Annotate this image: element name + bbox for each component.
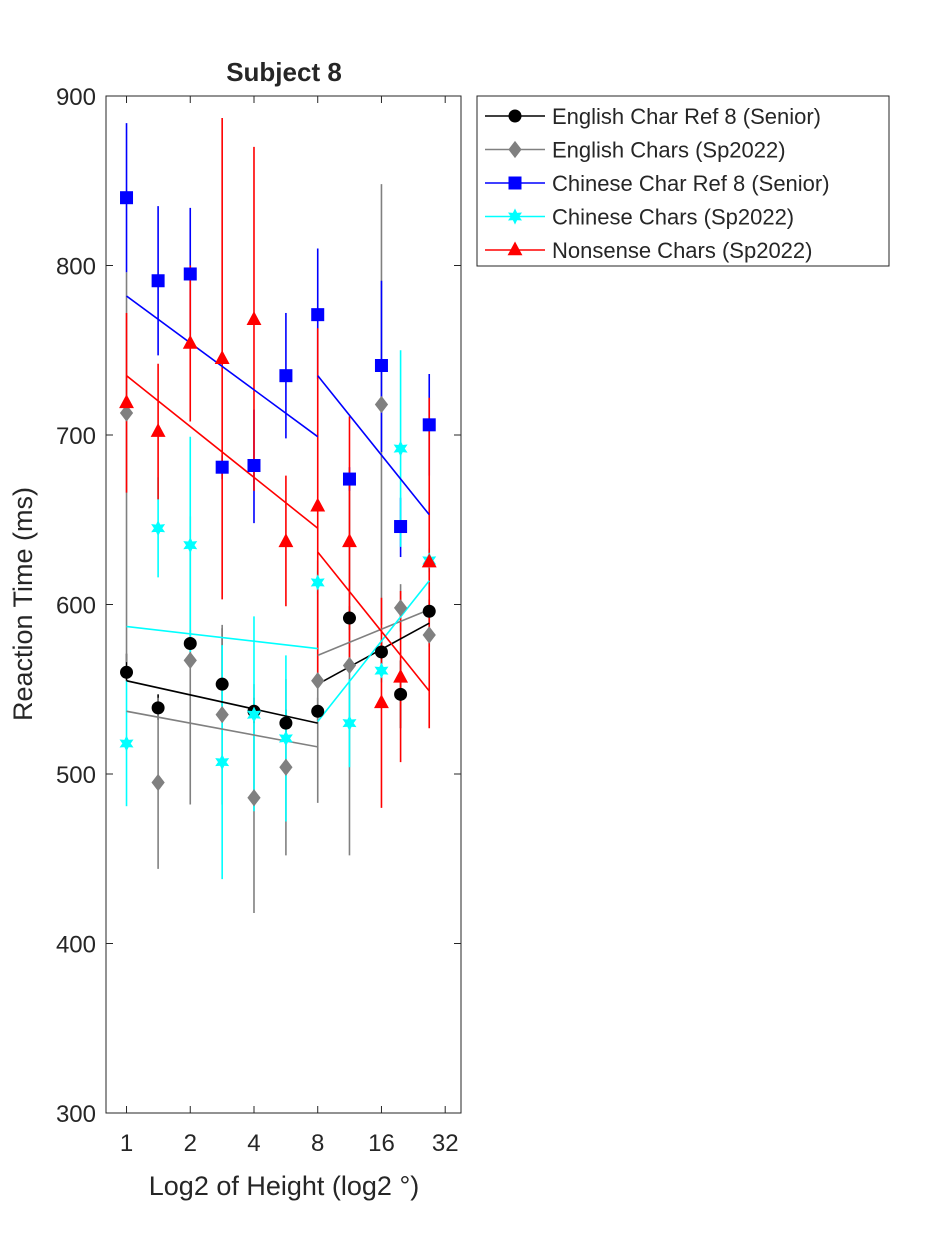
chinese-chars-sp2022-point-7: [310, 574, 325, 591]
y-tick-label-300: 300: [56, 1101, 96, 1128]
chinese-char-ref-8-senior-point-8: [342, 472, 356, 486]
chinese-char-ref-8-senior-point-4: [215, 460, 229, 474]
chinese-chars-sp2022-point-6: [278, 730, 293, 747]
chinese-chars-sp2022-point-3: [183, 537, 198, 554]
chinese-chars-sp2022-point-2: [151, 520, 166, 537]
english-chars-sp2022-point-1: [119, 404, 134, 422]
legend-marker-english-char-ref-8-senior: [508, 109, 522, 123]
nonsense-chars-sp2022-point-10: [393, 668, 409, 683]
chinese-char-ref-8-senior-fit-line-1: [126, 295, 319, 438]
chinese-char-ref-8-senior-point-9: [374, 359, 388, 373]
english-char-ref-8-senior-point-6: [279, 716, 293, 730]
english-char-ref-8-senior-point-4: [215, 677, 229, 691]
nonsense-chars-sp2022-point-3: [182, 334, 198, 349]
legend-label-chinese-char-ref-8-senior: Chinese Char Ref 8 (Senior): [552, 171, 830, 196]
english-char-ref-8-senior-fit-line-1: [126, 679, 318, 724]
x-tick-label-2: 2: [184, 1130, 197, 1157]
nonsense-chars-sp2022-point-4: [214, 350, 230, 365]
english-char-ref-8-senior-point-10: [394, 687, 408, 701]
x-axis-label: Log2 of Height (log2 °): [149, 1171, 419, 1201]
english-chars-sp2022-point-8: [342, 656, 357, 675]
chinese-char-ref-8-senior-fit-line-2: [317, 375, 430, 516]
legend-marker-chinese-chars-sp2022: [508, 208, 522, 225]
english-chars-sp2022-point-4: [215, 706, 229, 724]
chart-title: Subject 8: [226, 57, 342, 87]
chinese-char-ref-8-senior-point-10: [394, 520, 408, 534]
english-char-ref-8-senior-fit-line-2: [317, 622, 430, 685]
nonsense-chars-sp2022-fit-line-2: [317, 551, 430, 692]
english-chars-sp2022-point-9: [374, 395, 389, 414]
chinese-char-ref-8-senior-point-7: [311, 308, 325, 322]
english-chars-sp2022-point-6: [279, 758, 293, 776]
chinese-chars-sp2022-point-8: [342, 715, 357, 732]
english-char-ref-8-senior-point-8: [342, 611, 356, 625]
x-tick-label-1: 1: [120, 1130, 133, 1157]
english-chars-sp2022-point-2: [151, 773, 165, 792]
y-tick-label-500: 500: [56, 762, 96, 789]
nonsense-chars-sp2022-fit-line-1: [126, 375, 319, 529]
chinese-chars-sp2022-point-4: [215, 754, 230, 771]
nonsense-chars-sp2022-point-6: [278, 533, 294, 548]
x-tick-label-32: 32: [432, 1130, 459, 1157]
chinese-chars-sp2022-fit-line-2: [317, 580, 430, 722]
legend-marker-english-chars-sp2022: [508, 140, 522, 159]
legend-marker-chinese-char-ref-8-senior: [508, 176, 522, 190]
plot-area: [106, 96, 461, 1113]
nonsense-chars-sp2022-point-1: [119, 394, 134, 409]
chinese-char-ref-8-senior-point-11: [422, 418, 436, 432]
legend-label-english-char-ref-8-senior: English Char Ref 8 (Senior): [552, 104, 821, 129]
legend-box: [476, 95, 890, 267]
english-char-ref-8-senior-point-9: [374, 645, 388, 659]
english-chars-sp2022-fit-line-2: [317, 608, 430, 657]
chinese-chars-sp2022-point-1: [119, 735, 134, 752]
english-char-ref-8-senior-point-3: [183, 636, 197, 650]
x-tick-label-4: 4: [247, 1130, 260, 1157]
chinese-chars-sp2022-point-10: [393, 440, 408, 457]
legend-label-english-chars-sp2022: English Chars (Sp2022): [552, 138, 786, 163]
y-tick-label-900: 900: [56, 84, 96, 111]
english-chars-sp2022-point-7: [311, 672, 325, 690]
legend-label-chinese-chars-sp2022: Chinese Chars (Sp2022): [552, 205, 794, 230]
english-char-ref-8-senior-point-2: [151, 701, 165, 715]
y-axis-label: Reaction Time (ms): [8, 487, 38, 721]
chinese-char-ref-8-senior-point-6: [279, 369, 293, 383]
english-chars-sp2022-point-5: [247, 789, 261, 807]
legend-marker-nonsense-chars-sp2022: [507, 241, 523, 256]
english-chars-sp2022-point-10: [393, 599, 408, 617]
nonsense-chars-sp2022-point-8: [342, 533, 357, 548]
legend-label-nonsense-chars-sp2022: Nonsense Chars (Sp2022): [552, 238, 812, 263]
chinese-char-ref-8-senior-point-1: [120, 191, 134, 205]
nonsense-chars-sp2022-point-7: [310, 497, 326, 512]
data-markers: [119, 191, 437, 807]
english-char-ref-8-senior-point-11: [422, 604, 436, 618]
nonsense-chars-sp2022-point-2: [150, 423, 166, 437]
english-chars-sp2022-point-3: [183, 651, 197, 670]
legend: English Char Ref 8 (Senior) English Chars…: [476, 95, 890, 267]
nonsense-chars-sp2022-point-9: [374, 694, 389, 709]
y-tick-label-400: 400: [56, 932, 96, 959]
english-chars-sp2022-point-11: [422, 626, 436, 644]
nonsense-chars-sp2022-point-5: [246, 311, 262, 326]
chinese-chars-sp2022-fit-line-1: [126, 625, 318, 650]
chinese-char-ref-8-senior-point-3: [183, 267, 197, 281]
english-char-ref-8-senior-point-7: [311, 704, 325, 718]
nonsense-chars-sp2022-point-11: [421, 553, 437, 568]
y-tick-label-800: 800: [56, 254, 96, 281]
x-tick-label-16: 16: [368, 1130, 395, 1157]
x-tick-label-8: 8: [311, 1130, 324, 1157]
y-tick-label-600: 600: [56, 593, 96, 620]
y-tick-label-700: 700: [56, 423, 96, 450]
english-char-ref-8-senior-point-1: [120, 665, 134, 679]
chinese-char-ref-8-senior-point-2: [151, 274, 165, 288]
fit-lines: [126, 295, 430, 748]
chinese-char-ref-8-senior-point-5: [247, 459, 261, 473]
axis-ticks: 300 400 500 600 700 800 900 1 2 4 8 16 32: [56, 84, 461, 1157]
chinese-chars-sp2022-point-9: [374, 662, 389, 679]
chinese-chars-sp2022-point-5: [246, 706, 261, 723]
